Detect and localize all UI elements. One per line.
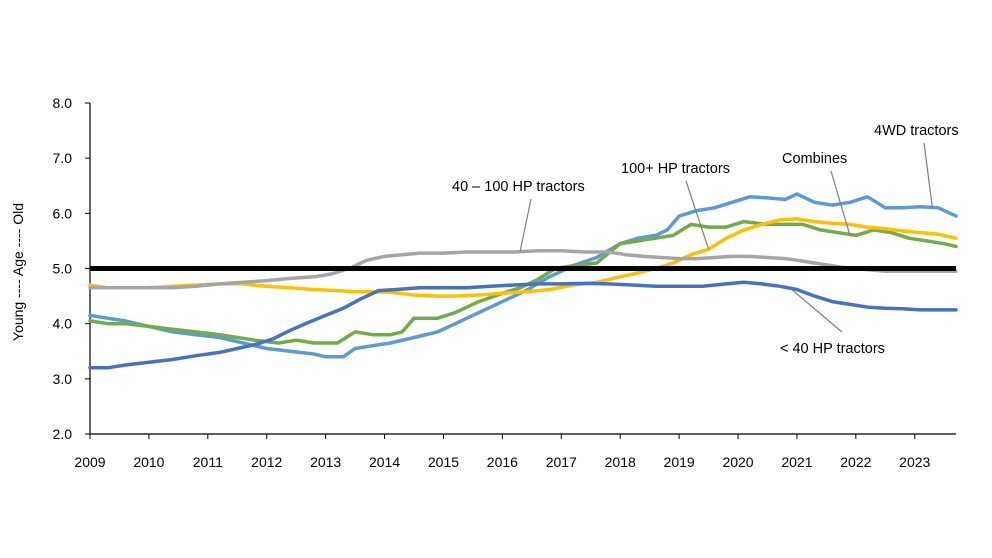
- series-line-3: [88, 249, 958, 290]
- x-tick-label: 2013: [310, 454, 341, 470]
- series-layer: [88, 192, 958, 370]
- x-tick-label: 2018: [605, 454, 636, 470]
- annotation-label: Combines: [782, 151, 847, 167]
- x-tick-label: 2022: [840, 454, 871, 470]
- x-tick-label: 2010: [133, 454, 164, 470]
- x-tick-label: 2023: [899, 454, 930, 470]
- y-tick-label: 4.0: [53, 316, 73, 332]
- series-line-0: [88, 192, 958, 359]
- y-axis-label: Young ---- Age ---- Old: [10, 203, 26, 341]
- y-tick-label: 2.0: [53, 426, 73, 442]
- series-line-1: [88, 219, 958, 345]
- x-tick-label: 2011: [193, 454, 223, 470]
- x-tick-label: 2019: [664, 454, 695, 470]
- annotation-leader: [830, 170, 851, 236]
- x-tick-label: 2014: [369, 454, 400, 470]
- x-tick-label: 2009: [74, 454, 105, 470]
- x-tick-label: 2016: [487, 454, 518, 470]
- annotation-label: < 40 HP tractors: [780, 341, 885, 357]
- annotation-leader: [519, 198, 532, 253]
- x-tick-label: 2020: [722, 454, 753, 470]
- annotation-label: 100+ HP tractors: [621, 161, 730, 177]
- y-tick-label: 3.0: [53, 371, 73, 387]
- annotation-leader: [923, 142, 934, 208]
- annotation-label: 40 – 100 HP tractors: [452, 179, 585, 195]
- x-tick-label: 2017: [546, 454, 577, 470]
- x-tick-label: 2012: [251, 454, 282, 470]
- y-tick-label: 6.0: [53, 205, 73, 221]
- axes: 2.0 3.0 4.0 5.0 6.0 7.0 8.0 2009 2010 2011 2012 201…: [53, 95, 956, 470]
- annotation-layer: 4WD tractors Combines 100+ HP tractors 40 –…: [452, 123, 959, 357]
- annotation-leader: [790, 288, 843, 333]
- series-line-4: [88, 280, 958, 370]
- y-tick-label: 7.0: [53, 150, 73, 166]
- annotation-label: 4WD tractors: [874, 123, 959, 139]
- annotation-leader: [685, 180, 710, 250]
- series-line-2: [88, 217, 958, 298]
- x-tick-label: 2021: [781, 454, 812, 470]
- y-tick-label: 8.0: [53, 95, 73, 111]
- x-tick-label: 2015: [428, 454, 459, 470]
- y-tick-label: 5.0: [53, 261, 73, 277]
